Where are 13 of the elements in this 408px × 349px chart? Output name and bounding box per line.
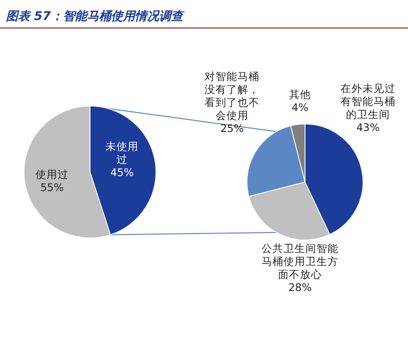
- data-label: 4%: [292, 102, 308, 114]
- data-label: 25%: [220, 123, 244, 135]
- data-label: 28%: [288, 282, 312, 294]
- chart-title: 图表 57：智能马桶使用情况调查: [6, 9, 185, 23]
- data-label: 45%: [110, 167, 134, 179]
- slice-label: 对智能马桶没有了解，看到了也不会使用: [204, 70, 260, 122]
- data-label: 55%: [40, 182, 64, 194]
- slice-label: 其他: [289, 88, 311, 101]
- data-label: 43%: [356, 122, 380, 134]
- slice-label: 公共卫生间智能马桶使用卫生方面不放心: [262, 242, 338, 281]
- slice-label: 未使用过: [106, 140, 138, 166]
- slice-label: 使用过: [36, 168, 68, 181]
- slice-label: 在外未见过有智能马桶的卫生间: [340, 82, 396, 121]
